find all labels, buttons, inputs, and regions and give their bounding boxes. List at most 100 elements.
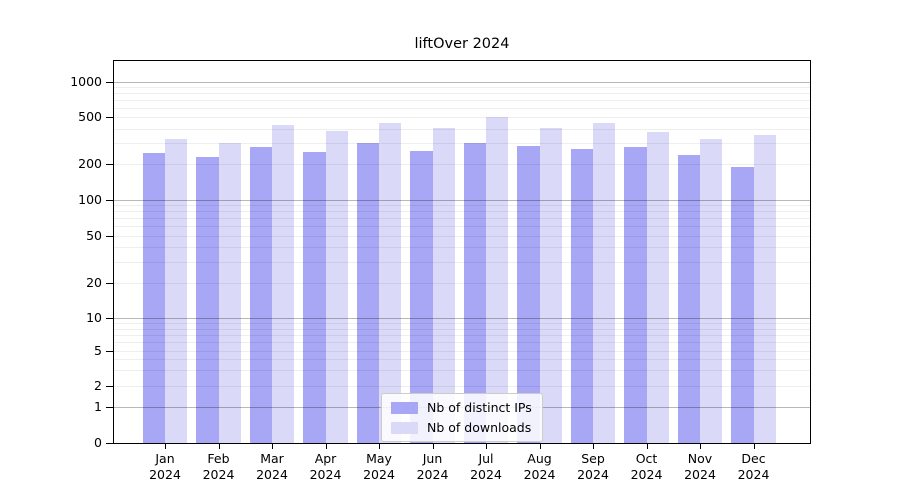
x-tick-month: Jan [155,451,175,466]
x-tick-mark [486,444,487,449]
x-tick-label: Sep 2024 [577,451,609,483]
x-tick-month: Oct [635,451,658,466]
bars-layer [114,61,810,443]
legend-swatch-downloads [391,421,418,434]
y-tick-label: 1 [94,399,102,415]
bar-downloads [432,128,455,443]
bar-downloads [486,117,509,443]
x-tick-label: Jul 2024 [470,451,502,483]
y-tick-label: 200 [78,156,102,172]
x-tick-mark [646,444,648,449]
x-tick-label: Mar 2024 [256,451,288,483]
x-tick-year: 2024 [416,467,449,482]
x-tick-month: Nov [687,451,713,466]
y-tick-mark [106,81,113,83]
bar-downloads [593,122,616,443]
legend-label-downloads: Nb of downloads [427,420,532,435]
bar-downloads [379,122,402,443]
x-tick-month: May [366,451,392,466]
bar-distinct-ips [196,157,219,443]
x-tick-month: Apr [314,451,337,466]
x-tick-mark [272,444,273,449]
x-tick-label: Feb 2024 [203,451,235,483]
y-tick-label: 5 [94,342,102,358]
x-tick-label: Jan 2024 [149,451,181,483]
x-tick-month: Jul [478,451,494,466]
y-tick-label: 0 [94,435,102,450]
y-tick-mark [106,443,113,444]
y-tick-mark [106,407,113,409]
bar-downloads [539,128,562,443]
bar-distinct-ips [731,166,754,443]
x-tick-label: Apr 2024 [310,451,342,483]
x-tick-year: 2024 [630,467,663,482]
x-tick-month: Jun [422,451,443,466]
x-tick-mark [379,444,380,449]
legend: Nb of distinct IPs Nb of downloads [381,393,543,442]
x-tick-year: 2024 [309,467,342,482]
y-tick-label: 20 [86,274,102,290]
y-tick-label: 1000 [70,73,102,89]
x-tick-mark [218,444,220,449]
bar-downloads [700,138,723,443]
x-tick-month: Feb [207,451,230,466]
x-tick-mark [165,444,166,449]
x-tick-year: 2024 [149,467,181,482]
x-tick-label: Aug 2024 [524,451,556,483]
y-tick-mark [106,318,113,320]
bar-distinct-ips [570,148,593,443]
bar-downloads [646,131,669,443]
legend-swatch-distinct-ips [391,401,418,414]
y-tick-mark [106,235,113,237]
x-tick-year: 2024 [202,467,235,482]
x-tick-label: Dec 2024 [738,451,770,483]
x-tick-month: Sep [581,451,605,466]
x-tick-year: 2024 [470,467,502,482]
x-tick-mark [593,444,594,449]
x-tick-label: Nov 2024 [684,451,716,483]
y-tick-mark [106,117,113,119]
y-tick-mark [106,386,113,387]
y-tick-label: 10 [86,310,102,326]
x-tick-year: 2024 [523,467,556,482]
y-tick-mark [106,164,113,166]
x-tick-mark [539,444,541,449]
y-tick-mark [106,282,113,284]
y-tick-label: 2 [94,378,102,393]
bar-downloads [325,131,348,443]
x-tick-month: Dec [741,451,766,466]
plot-area: Nb of distinct IPs Nb of downloads [113,60,811,444]
y-tick-mark [106,350,113,352]
x-tick-mark [325,444,327,449]
chart-title: liftOver 2024 [414,36,510,52]
bar-distinct-ips [463,143,486,443]
x-tick-month: Aug [527,451,552,466]
x-tick-month: Mar [260,451,284,466]
bar-distinct-ips [356,142,379,443]
x-tick-mark [753,444,755,449]
legend-item-distinct-ips: Nb of distinct IPs [391,400,532,415]
y-tick-mark [106,200,113,201]
x-tick-label: Oct 2024 [631,451,663,483]
x-tick-label: Jun 2024 [417,451,449,483]
bar-downloads [272,124,295,443]
x-tick-year: 2024 [737,467,770,482]
x-tick-mark [700,444,701,449]
bar-downloads [165,138,188,443]
x-tick-year: 2024 [577,467,609,482]
x-tick-label: May 2024 [363,451,395,483]
y-tick-label: 100 [78,192,102,207]
legend-label-distinct-ips: Nb of distinct IPs [427,400,532,415]
bar-downloads [218,143,241,443]
bar-distinct-ips [624,147,647,443]
bar-distinct-ips [142,152,165,443]
x-tick-mark [432,444,434,449]
bar-distinct-ips [303,151,326,443]
y-tick-label: 500 [78,109,102,125]
bar-distinct-ips [677,154,700,443]
bar-distinct-ips [249,147,272,443]
legend-item-downloads: Nb of downloads [391,420,532,435]
x-tick-year: 2024 [363,467,395,482]
x-tick-year: 2024 [684,467,716,482]
